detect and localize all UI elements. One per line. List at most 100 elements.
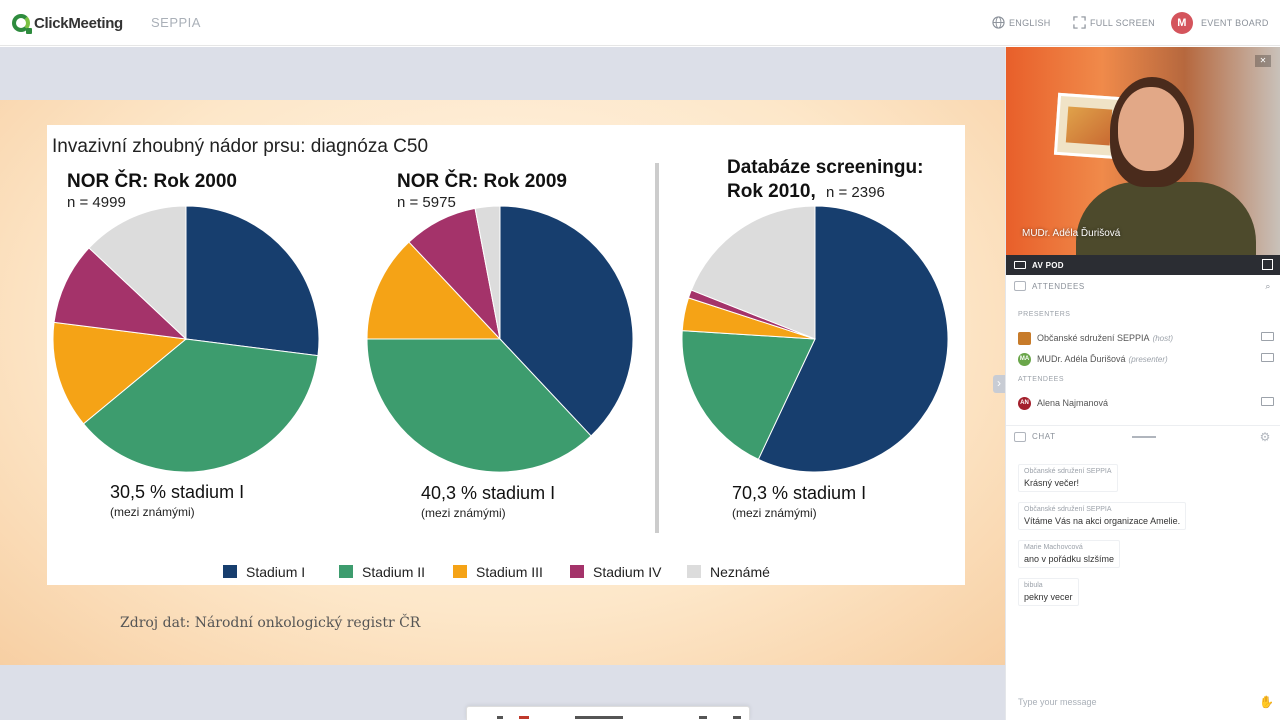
- pie-note: (mezi známými): [110, 505, 195, 519]
- chat-icon: [1014, 431, 1026, 442]
- pie-slice-1-stadium-iv: [53, 247, 188, 340]
- presenter-avatar: MA: [1018, 352, 1031, 366]
- presenter-row[interactable]: MA MUDr. Adéla Ďurišová (presenter): [1018, 350, 1274, 368]
- chat-message: Marie Machovcová ano v pořádku slzšíme: [1018, 540, 1121, 568]
- logo-icon: [12, 14, 32, 34]
- legend-swatch: [339, 565, 353, 578]
- chat-header[interactable]: CHAT ⚙: [1006, 425, 1280, 447]
- legend-swatch: [570, 565, 584, 578]
- pie-slice-3-neznámé: [690, 205, 816, 340]
- pie-caption: 30,5 % stadium I: [110, 482, 244, 502]
- attendee-name: Alena Najmanová: [1037, 398, 1109, 408]
- pie-slice-1-stadium-iii: [52, 321, 188, 425]
- language-label: ENGLISH: [1009, 17, 1051, 28]
- chat-author: bibula: [1024, 582, 1043, 589]
- pie-title: Databáze screeningu:: [727, 157, 923, 178]
- pie-charts: Invazivní zhoubný nádor prsu: diagnóza C…: [52, 136, 949, 580]
- chat-message: bibula pekny vecer: [1018, 578, 1079, 606]
- fullscreen-icon: [1073, 16, 1086, 29]
- globe-icon: [992, 16, 1005, 29]
- fullscreen-button[interactable]: FULL SCREEN: [1073, 16, 1155, 29]
- presenter-name: MUDr. Adéla Ďurišová: [1037, 354, 1126, 364]
- legend-label: Stadium II: [362, 564, 425, 580]
- chat-message: Občanské sdružení SEPPIA Krásný večer!: [1018, 464, 1118, 492]
- chat-text: pekny vecer: [1024, 592, 1073, 602]
- legend-label: Neznámé: [710, 564, 770, 580]
- pie-slice-3-stadium-ii: [681, 330, 816, 461]
- av-pod-bar: AV POD: [1006, 255, 1280, 275]
- pie-slice-2-stadium-i: [499, 205, 634, 437]
- pie-slice-2-stadium-ii: [366, 338, 592, 473]
- legend-label: Stadium I: [246, 564, 305, 580]
- pie-n: n = 2396: [826, 184, 885, 201]
- presenter-face: [1118, 87, 1184, 171]
- presenter-name: Občanské sdružení SEPPIA: [1037, 333, 1150, 343]
- resize-handle[interactable]: [1132, 436, 1156, 438]
- pie-n: n = 4999: [67, 194, 126, 211]
- people-icon: [1014, 281, 1026, 291]
- chat-author: Občanské sdružení SEPPIA: [1024, 506, 1112, 513]
- attendees-title: ATTENDEES: [1032, 281, 1085, 291]
- legend-swatch: [223, 565, 237, 578]
- gear-icon[interactable]: ⚙: [1259, 430, 1271, 444]
- chat-text: ano v pořádku slzšíme: [1024, 554, 1115, 564]
- legend-label: Stadium III: [476, 564, 543, 580]
- chat-title: CHAT: [1032, 432, 1056, 441]
- presenters-label: PRESENTERS: [1018, 311, 1071, 318]
- top-bar: ClickMeeting SEPPIA ENGLISH FULL SCREEN …: [0, 0, 1280, 46]
- logo-text: ClickMeeting: [34, 14, 123, 32]
- chat-message: Občanské sdružení SEPPIA Vítáme Vás na a…: [1018, 502, 1187, 530]
- event-board-button[interactable]: M EVENT BOARD: [1171, 12, 1269, 34]
- pie-caption: 70,3 % stadium I: [732, 483, 866, 503]
- attendees-header[interactable]: ATTENDEES ⌕: [1006, 275, 1280, 297]
- language-button[interactable]: ENGLISH: [992, 16, 1051, 29]
- video-corner-icon[interactable]: ✕: [1255, 55, 1271, 67]
- legend-swatch: [687, 565, 701, 578]
- presenter-role: (host): [1152, 333, 1174, 343]
- chat-input[interactable]: Type your message: [1018, 697, 1097, 707]
- attendees-sublabel: ATTENDEES: [1018, 376, 1064, 383]
- chat-author: Občanské sdružení SEPPIA: [1024, 468, 1112, 475]
- slide-title: Invazivní zhoubný nádor prsu: diagnóza C…: [52, 136, 428, 157]
- bottom-toolbar[interactable]: [466, 706, 750, 720]
- expand-icon[interactable]: [1262, 259, 1273, 270]
- panel-toggle-handle[interactable]: [993, 375, 1007, 393]
- presenter-video: ✕ MUDr. Adéla Ďurišová: [1006, 47, 1280, 255]
- presenter-row[interactable]: Občanské sdružení SEPPIA (host): [1018, 329, 1274, 347]
- pie-note: (mezi známými): [732, 506, 817, 520]
- pie-slice-2-stadium-iii: [366, 241, 502, 340]
- slide: Invazivní zhoubný nádor prsu: diagnóza C…: [0, 100, 1005, 665]
- pie-note: (mezi známými): [421, 506, 506, 520]
- slide-content: Invazivní zhoubný nádor prsu: diagnóza C…: [47, 125, 965, 585]
- user-avatar: M: [1171, 12, 1193, 34]
- side-panel: ✕ MUDr. Adéla Ďurišová AV POD ATTENDEES …: [1005, 47, 1280, 720]
- presenter-body: [1076, 182, 1256, 255]
- search-icon[interactable]: ⌕: [1265, 281, 1271, 291]
- presenter-role: (presenter): [1128, 354, 1168, 364]
- pie-title: NOR ČR: Rok 2000: [67, 170, 237, 192]
- av-pod-label: AV POD: [1032, 260, 1064, 270]
- legend-label: Stadium IV: [593, 564, 662, 580]
- event-board-label: EVENT BOARD: [1201, 18, 1269, 28]
- monitor-icon: [1261, 332, 1274, 341]
- data-source: Zdroj dat: Národní onkologický registr Č…: [120, 615, 421, 631]
- clickmeeting-logo[interactable]: ClickMeeting: [12, 12, 123, 34]
- pie-slice-1-neznámé: [88, 205, 187, 341]
- host-avatar: [1018, 331, 1031, 345]
- pie-slice-3-stadium-i: [757, 205, 949, 473]
- monitor-icon: [1261, 397, 1274, 406]
- attendee-avatar: AN: [1018, 396, 1031, 410]
- chat-author: Marie Machovcová: [1024, 544, 1083, 551]
- pie-n: n = 5975: [397, 194, 456, 211]
- pie-title: NOR ČR: Rok 2009: [397, 170, 567, 192]
- hand-icon[interactable]: ✋: [1259, 695, 1274, 709]
- legend-swatch: [453, 565, 467, 578]
- pie-title-2: Rok 2010,: [727, 181, 816, 202]
- pie-slice-1-stadium-i: [185, 205, 320, 357]
- presentation-stage: Invazivní zhoubný nádor prsu: diagnóza C…: [0, 47, 1007, 720]
- chat-text: Vítáme Vás na akci organizace Amelie.: [1024, 516, 1181, 526]
- fullscreen-label: FULL SCREEN: [1090, 17, 1155, 28]
- pie-slice-2-neznámé: [474, 205, 501, 340]
- attendee-row[interactable]: AN Alena Najmanová: [1018, 394, 1274, 412]
- chat-text: Krásný večer!: [1024, 478, 1080, 488]
